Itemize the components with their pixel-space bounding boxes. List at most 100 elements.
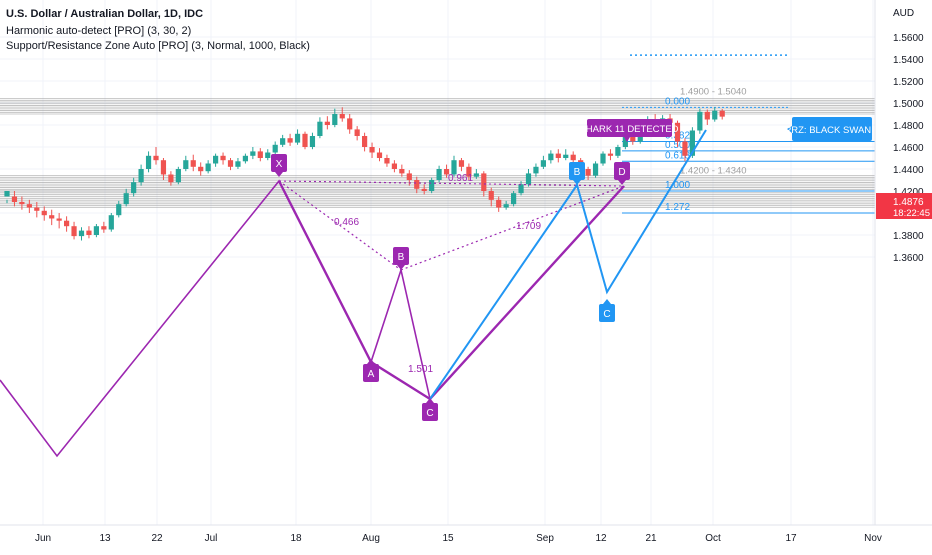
candle[interactable] (674, 120, 681, 147)
candle[interactable] (153, 147, 159, 165)
candle[interactable] (78, 227, 85, 241)
prz-callout[interactable]: PRZ: BLACK SWAN 8 (785, 117, 879, 141)
candle[interactable] (324, 116, 330, 130)
pattern-point-marker[interactable]: X (271, 154, 287, 177)
candle[interactable] (548, 150, 554, 164)
candle[interactable] (347, 114, 353, 134)
candle[interactable] (697, 108, 703, 134)
candle[interactable] (585, 166, 591, 180)
candle[interactable] (138, 164, 144, 186)
candle[interactable] (190, 154, 196, 172)
candle[interactable] (272, 141, 278, 155)
candle[interactable] (71, 221, 77, 240)
pattern-point-marker[interactable]: D (614, 162, 630, 185)
indicator-harmonic[interactable]: Harmonic auto-detect [PRO] (3, 30, 2) (6, 25, 192, 37)
candle[interactable] (704, 109, 710, 125)
candle[interactable] (376, 148, 383, 162)
pattern-point-marker[interactable]: B (393, 247, 409, 270)
candle[interactable] (362, 132, 368, 152)
candle[interactable] (168, 171, 174, 186)
candle[interactable] (607, 149, 614, 161)
candle[interactable] (242, 153, 248, 164)
candle[interactable] (108, 213, 114, 232)
candle[interactable] (4, 191, 10, 204)
candle[interactable] (205, 160, 211, 174)
candle[interactable] (235, 158, 241, 169)
candle[interactable] (518, 181, 524, 196)
candle[interactable] (592, 161, 599, 178)
candle[interactable] (131, 177, 137, 197)
candle[interactable] (19, 196, 25, 210)
candle[interactable] (123, 188, 129, 207)
candle[interactable] (443, 164, 450, 178)
candle[interactable] (488, 187, 494, 207)
candle[interactable] (250, 147, 256, 160)
pattern-point-marker[interactable]: C (422, 398, 438, 421)
candle[interactable] (458, 158, 465, 172)
candle[interactable] (540, 155, 546, 169)
candle[interactable] (391, 160, 397, 173)
candle[interactable] (332, 108, 338, 128)
candle[interactable] (175, 166, 181, 185)
candle[interactable] (384, 154, 390, 167)
shark-detected-callout[interactable]: SHARK 11 DETECTED (579, 119, 679, 142)
candle[interactable] (160, 158, 167, 180)
candle[interactable] (280, 134, 286, 147)
candle[interactable] (294, 129, 301, 145)
candle[interactable] (399, 164, 405, 177)
candle[interactable] (56, 213, 62, 229)
candle[interactable] (34, 202, 40, 218)
candle[interactable] (145, 151, 152, 173)
candle[interactable] (93, 224, 99, 238)
candle[interactable] (563, 149, 569, 161)
candle[interactable] (86, 226, 92, 239)
candle[interactable] (302, 131, 308, 150)
indicator-sr-zone[interactable]: Support/Resistance Zone Auto [PRO] (3, N… (6, 40, 310, 52)
candle[interactable] (26, 199, 32, 213)
candle[interactable] (600, 151, 606, 166)
pattern-point-marker[interactable]: A (363, 359, 379, 382)
candle[interactable] (257, 148, 263, 162)
candle[interactable] (116, 200, 122, 218)
candle[interactable] (64, 216, 70, 232)
candle[interactable] (466, 163, 472, 181)
candle[interactable] (719, 109, 725, 120)
candle[interactable] (101, 221, 107, 233)
candle[interactable] (11, 191, 18, 207)
candle[interactable] (339, 107, 345, 122)
candle[interactable] (183, 155, 189, 172)
candle[interactable] (213, 153, 219, 167)
candle[interactable] (287, 133, 293, 146)
candle[interactable] (533, 163, 539, 177)
candle[interactable] (429, 177, 435, 194)
candle[interactable] (49, 209, 55, 226)
candle[interactable] (481, 171, 487, 197)
candle[interactable] (369, 142, 375, 158)
candle[interactable] (414, 176, 420, 194)
pattern-point-marker[interactable]: C (599, 299, 615, 322)
candle[interactable] (451, 155, 457, 177)
candle[interactable] (421, 184, 427, 195)
candle[interactable] (41, 206, 47, 221)
candle[interactable] (615, 144, 621, 158)
candle[interactable] (227, 158, 234, 171)
candle[interactable] (220, 152, 226, 165)
candle[interactable] (555, 149, 561, 163)
candle[interactable] (511, 191, 517, 207)
candle[interactable] (503, 200, 509, 210)
candle[interactable] (496, 196, 502, 212)
candle[interactable] (682, 138, 688, 162)
candle[interactable] (473, 169, 479, 179)
candle[interactable] (436, 165, 442, 183)
candle[interactable] (317, 117, 323, 139)
pattern-point-marker[interactable]: B (569, 162, 585, 185)
candle[interactable] (354, 126, 360, 141)
candle[interactable] (525, 169, 532, 187)
candle[interactable] (198, 162, 204, 176)
candle[interactable] (712, 107, 718, 122)
candle[interactable] (309, 132, 316, 150)
candle[interactable] (265, 149, 271, 161)
